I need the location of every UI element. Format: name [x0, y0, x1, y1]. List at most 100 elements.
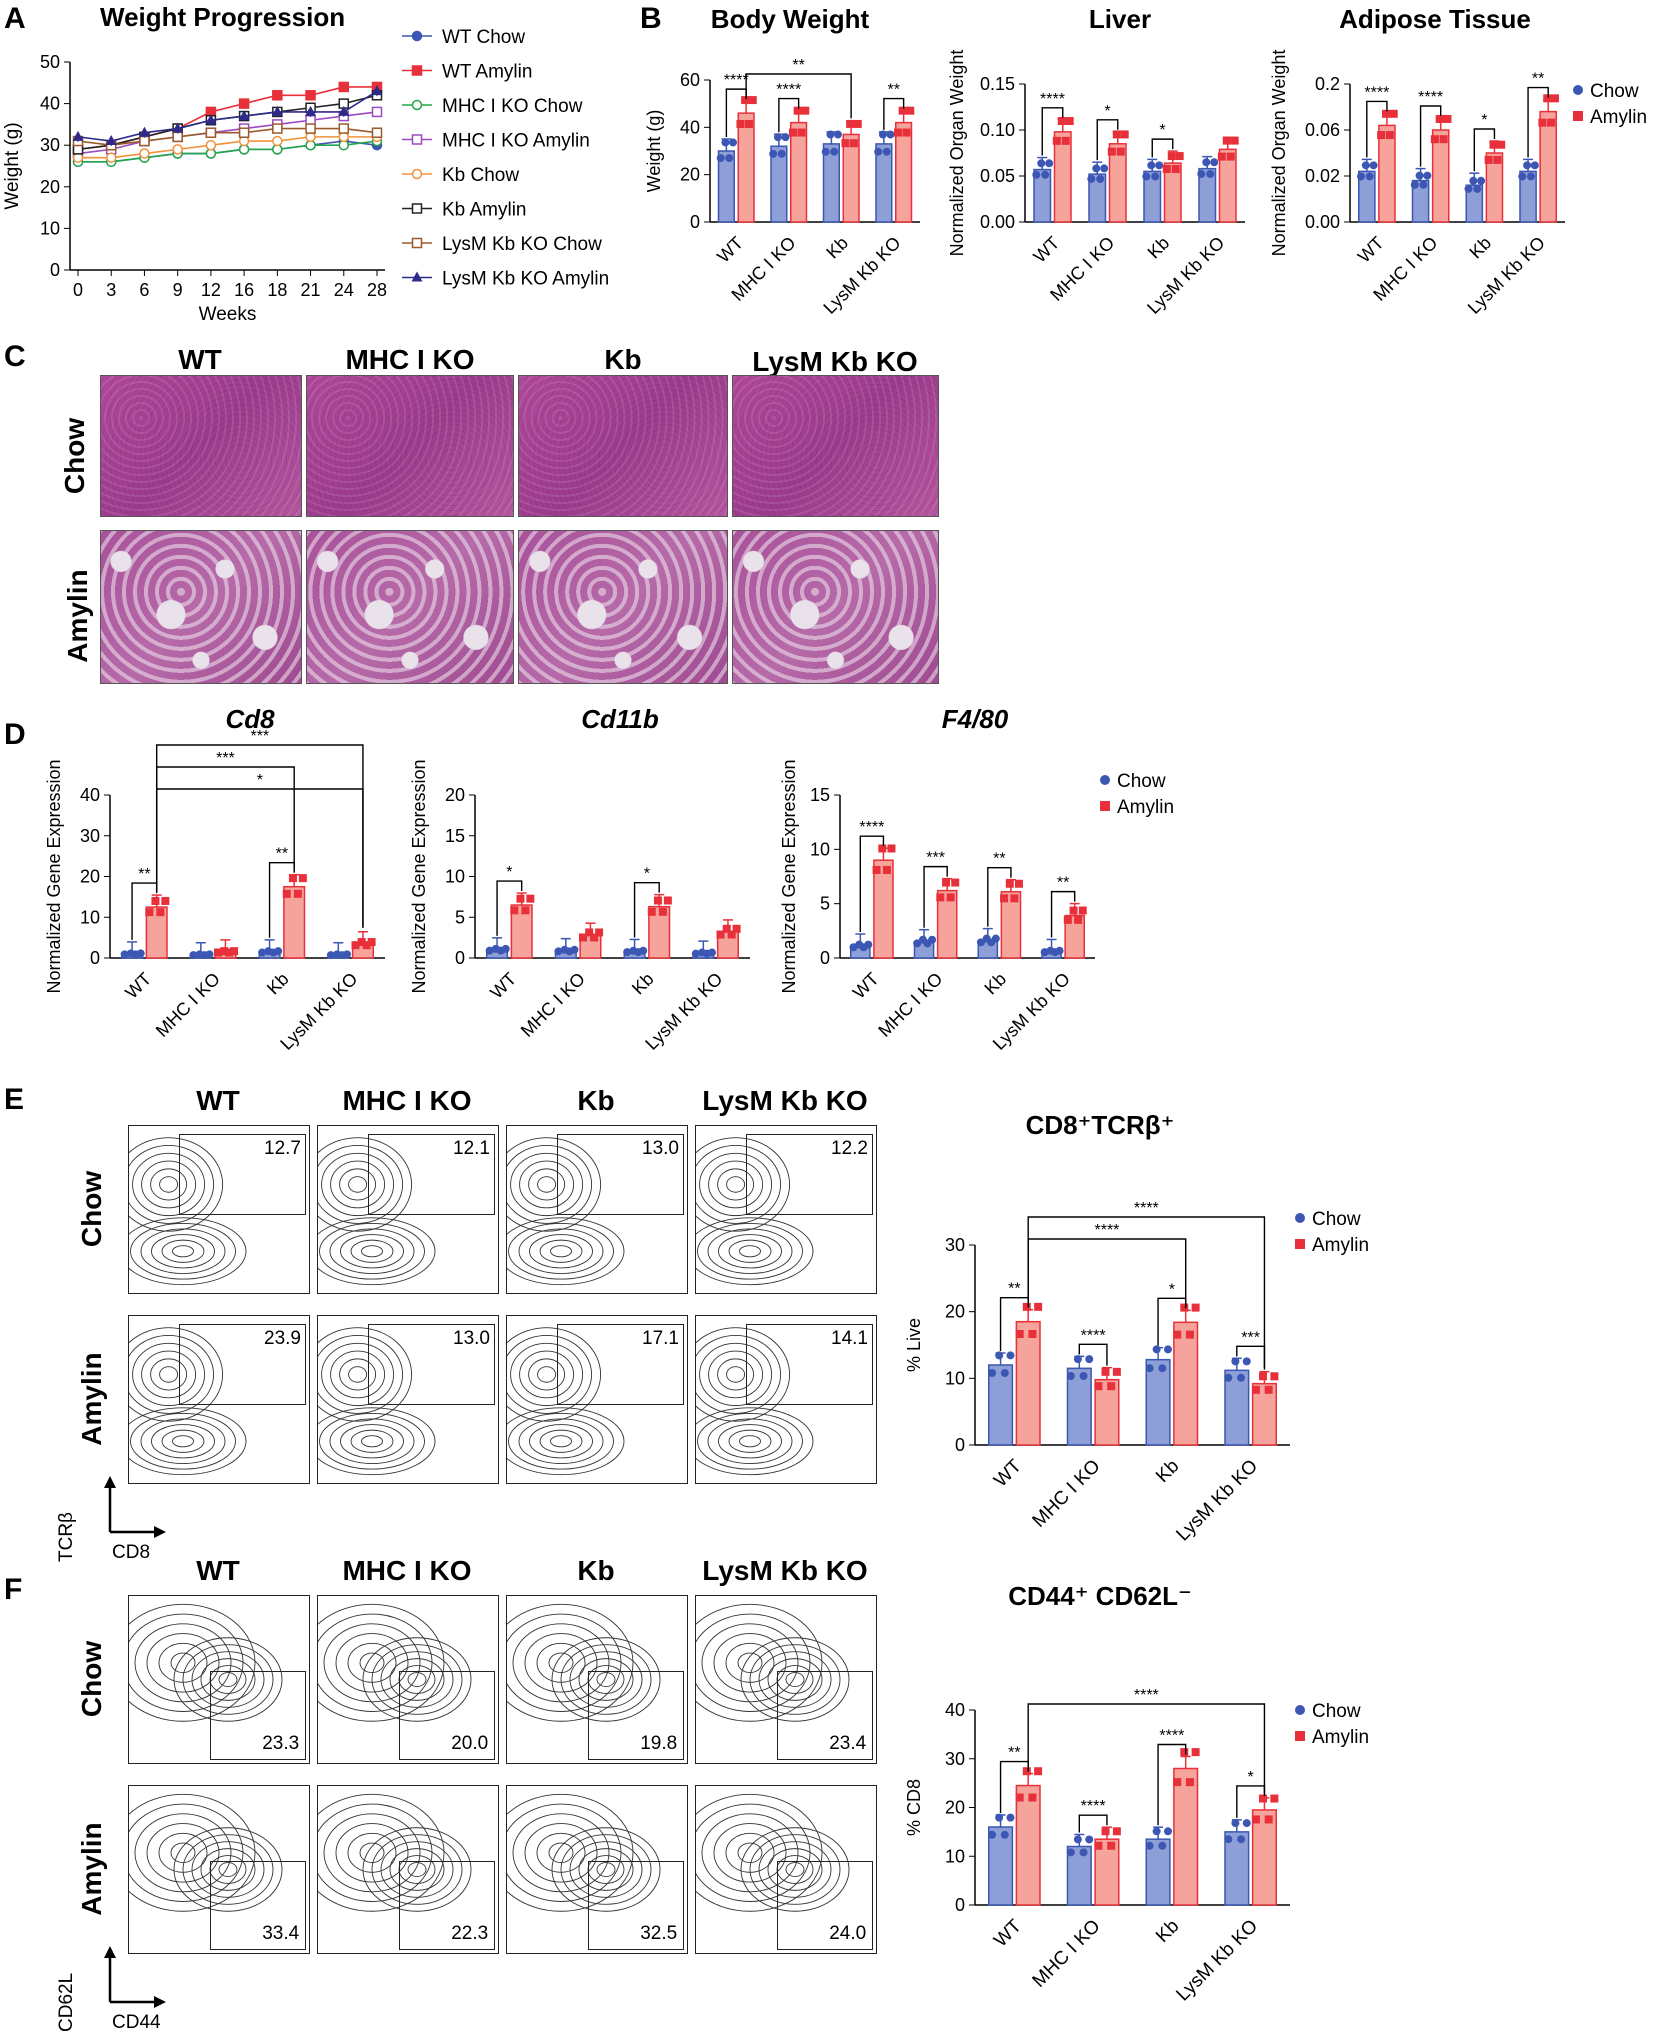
contour-line	[362, 1827, 472, 1912]
contour-line	[708, 1160, 764, 1209]
contour-line	[713, 1823, 787, 1883]
contour-line	[696, 1145, 782, 1224]
data-point	[902, 128, 911, 137]
gate-box	[746, 1134, 873, 1215]
significance-bracket	[1151, 138, 1174, 158]
data-point	[1231, 1819, 1240, 1828]
contour-line	[740, 1637, 850, 1722]
histology-image	[732, 530, 939, 684]
contour-line	[129, 1803, 244, 1902]
y-tick-label: 5	[455, 907, 465, 927]
flow-plot: 12.7	[128, 1125, 310, 1294]
data-point	[1079, 1848, 1088, 1857]
contour-line	[739, 1435, 761, 1448]
legend-entry: Amylin	[1312, 1235, 1369, 1256]
data-point	[411, 65, 423, 76]
y-tick-label: 15	[445, 826, 465, 846]
data-point	[853, 119, 862, 128]
gate-value: 33.4	[262, 1922, 300, 1944]
data-point	[1066, 1848, 1075, 1857]
data-point	[411, 271, 423, 282]
histology-col-lysm: LysM Kb KO	[752, 346, 918, 377]
data-point	[1237, 1835, 1246, 1844]
bar	[1251, 1809, 1277, 1906]
x-tick-label: Kb	[980, 969, 1010, 999]
contour-line	[129, 1613, 244, 1712]
contour-lines	[696, 1327, 814, 1476]
data-point	[1175, 152, 1184, 161]
flow-plot: 12.2	[695, 1125, 877, 1294]
bar	[1053, 131, 1072, 223]
x-tick-label: Kb	[628, 969, 658, 999]
contour-line	[728, 1429, 772, 1453]
legend-entry: Kb Amylin	[442, 200, 526, 221]
series-line	[77, 111, 378, 155]
contour-line	[318, 1145, 404, 1224]
contour-line	[528, 1358, 566, 1391]
x-tick-label: 9	[173, 280, 183, 300]
data-point	[878, 130, 887, 139]
data-point	[1032, 170, 1041, 179]
significance-label: *	[644, 866, 650, 883]
x-tick-label: Kb	[1465, 233, 1495, 263]
bar	[1378, 124, 1396, 223]
contour-line	[696, 1793, 823, 1912]
bar	[1431, 129, 1450, 223]
data-point	[271, 105, 283, 116]
series-line	[77, 94, 378, 151]
x-tick-label: LysM Kb KO	[1172, 1456, 1262, 1546]
data-point	[732, 924, 741, 933]
data-point	[585, 928, 594, 937]
contour-line	[146, 1823, 220, 1883]
data-point	[976, 938, 985, 947]
contour-line	[389, 1848, 445, 1891]
y-axis-label: Normalized Gene Expression	[44, 759, 64, 993]
y-tick-label: 10	[810, 839, 830, 859]
data-point	[1381, 109, 1390, 118]
significance-label: ***	[1241, 1329, 1260, 1346]
data-point	[1518, 172, 1527, 181]
gate-box	[210, 1671, 306, 1760]
gate-value: 13.0	[642, 1137, 679, 1159]
contour-lines	[318, 1603, 472, 1722]
significance-label: *	[1248, 1769, 1254, 1786]
data-point	[411, 99, 423, 111]
x-tick-label: WT	[849, 969, 883, 1003]
contour-line	[140, 1418, 226, 1464]
contour-line	[200, 1658, 256, 1701]
data-point	[1057, 117, 1066, 126]
contour-line	[524, 1823, 598, 1883]
data-point	[663, 896, 672, 905]
contour-line	[150, 1358, 188, 1391]
histology-image	[518, 530, 728, 684]
y-axis-label: % CD8	[904, 1779, 924, 1836]
y-tick-label: 40	[945, 1700, 965, 1720]
data-point	[1101, 1367, 1110, 1376]
data-point	[1526, 172, 1535, 181]
significance-label: **	[1008, 1745, 1020, 1762]
contour-line	[740, 1827, 850, 1912]
data-point	[1423, 171, 1432, 180]
contour-line	[728, 1239, 772, 1263]
contour-lines	[318, 1793, 472, 1912]
data-point	[1550, 94, 1559, 103]
flow-plot: 23.4	[695, 1595, 877, 1764]
legend-entry: Chow	[1590, 81, 1639, 102]
bar	[1173, 1321, 1199, 1446]
significance-bracket	[633, 881, 660, 938]
gate-value: 12.1	[453, 1137, 490, 1159]
data-point	[1006, 1351, 1015, 1360]
contour-line	[129, 1407, 247, 1476]
data-point	[1037, 159, 1046, 168]
data-point	[371, 85, 383, 96]
cd44-cd62l-chart: CD44⁺ CD62L⁻ 0 10 20 30 40 % CD8 WT MHC I KO KbLy…	[904, 1581, 1369, 2005]
y-tick-label: 0.10	[980, 120, 1015, 140]
legend-entry: Chow	[1117, 771, 1166, 792]
data-point	[882, 865, 891, 874]
contour-line	[200, 1848, 256, 1891]
significance-label: *	[1159, 122, 1165, 139]
data-point	[988, 1369, 997, 1377]
flow-grid-cd44-cd62l: WT MHC I KO Kb LysM Kb KO Chow 23.3 20.0 19.8 23…	[0, 1555, 900, 2033]
data-point	[849, 139, 858, 148]
significance-label: ***	[926, 850, 945, 867]
